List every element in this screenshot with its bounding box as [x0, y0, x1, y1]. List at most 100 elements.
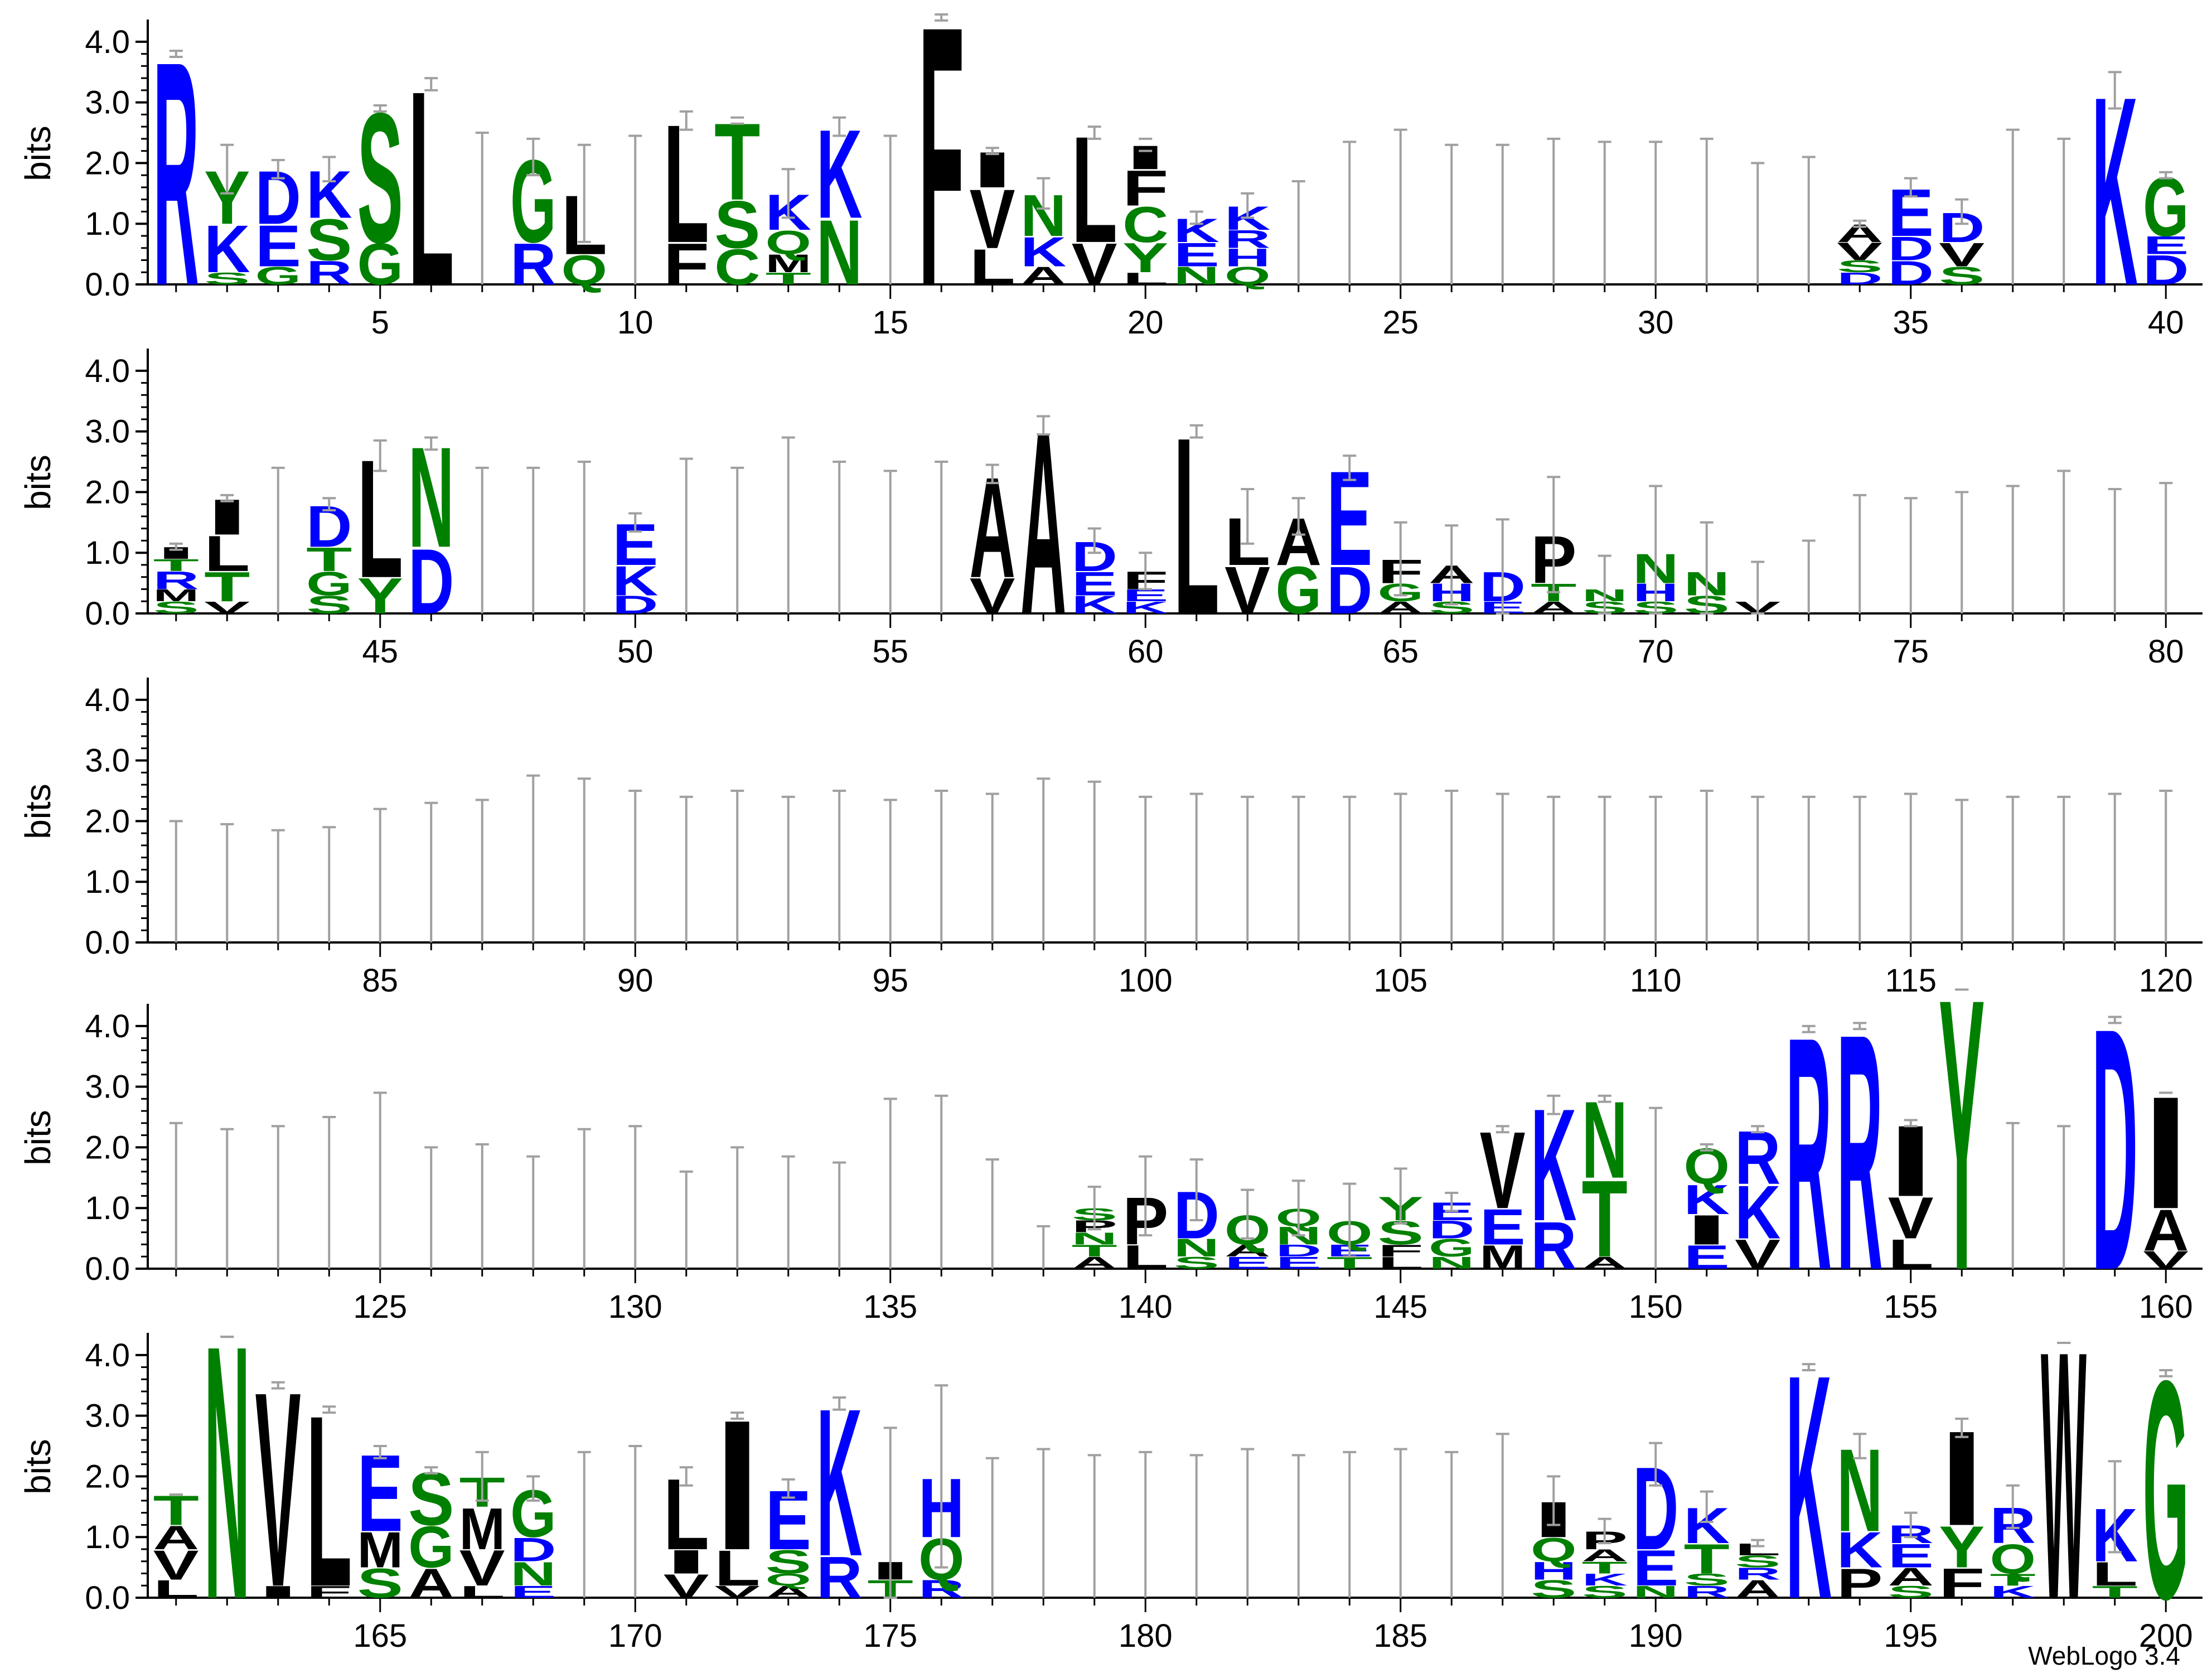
logo-letter-N: N [204, 1270, 250, 1673]
logo-column-22: QHRK [1224, 192, 1271, 290]
logo-letter-L: L [1378, 1254, 1424, 1273]
logo-column-112 [1751, 795, 1765, 942]
y-tick-label: 0.0 [85, 925, 130, 961]
logo-letter-S: S [306, 591, 352, 619]
logo-letter-G: G [408, 1515, 454, 1580]
logo-column-17: LVI [970, 142, 1015, 295]
x-tick-label: 130 [608, 1289, 662, 1325]
logo-column-175: TI [868, 1427, 913, 1603]
logo-column-110 [1649, 795, 1663, 942]
logo-letter-I: I [2143, 1063, 2189, 1242]
logo-column-178 [1037, 1448, 1051, 1598]
logo-column-28 [1547, 137, 1561, 284]
logo-letter-K: K [1072, 591, 1117, 619]
x-tick-label: 135 [863, 1289, 917, 1325]
logo-letter-L: L [459, 1583, 505, 1602]
logo-letter-L: L [2092, 1555, 2138, 1593]
x-tick-label: 65 [1382, 634, 1419, 670]
logo-letter-L: L [1122, 269, 1168, 288]
y-tick-label: 3.0 [85, 1069, 130, 1105]
logo-column-88 [526, 774, 540, 942]
logo-letter-F: F [664, 231, 709, 297]
logo-letter-G: G [306, 565, 352, 602]
y-tick-label: 1.0 [85, 535, 130, 571]
logo-column-43 [271, 466, 285, 613]
logo-column-100 [1139, 795, 1153, 942]
logo-letter-P: P [1837, 1559, 1882, 1607]
logo-column-135 [883, 1097, 897, 1269]
logo-column-67: ED [1480, 518, 1526, 617]
logo-column-124 [322, 1116, 336, 1269]
y-tick-label: 1.0 [85, 864, 130, 900]
logo-letter-R: R [816, 1545, 862, 1611]
x-tick-label: 10 [617, 304, 654, 341]
logo-column-91 [679, 795, 693, 942]
logo-column-23 [1291, 180, 1305, 284]
logo-column-97 [985, 792, 999, 942]
y-tick-label: 0.0 [85, 1580, 130, 1616]
logo-letter-N: N [1174, 262, 1219, 290]
logo-column-193: K [1786, 1308, 1832, 1666]
logo-letter-V: V [1837, 237, 1882, 265]
logo-letter-S: S [1735, 1553, 1780, 1572]
logo-letter-D: D [612, 591, 658, 619]
logo-letter-V: V [1224, 553, 1270, 628]
logo-letter-T: T [766, 269, 811, 288]
logo-letter-M: M [459, 1496, 505, 1562]
logo-column-85 [373, 808, 387, 942]
logo-column-129 [577, 1128, 591, 1269]
logo-letter-E: E [1480, 1198, 1526, 1255]
logo-column-127 [475, 1143, 489, 1269]
logo-column-198: W [2041, 1278, 2087, 1673]
x-tick-label: 165 [353, 1618, 407, 1654]
logo-column-118 [2057, 795, 2071, 942]
logo-column-81 [169, 820, 183, 942]
x-tick-label: 90 [617, 963, 654, 999]
logo-letter-V: V [714, 1583, 760, 1602]
logo-letter-A: A [1072, 1253, 1117, 1272]
logo-letter-E: E [1276, 1254, 1322, 1273]
logo-column-32 [1751, 162, 1765, 284]
logo-column-137 [985, 1158, 999, 1269]
logo-letter-R: R [918, 1575, 964, 1603]
logo-column-47 [475, 466, 489, 613]
logo-letter-I: I [664, 1543, 709, 1581]
logo-column-73 [1802, 539, 1816, 613]
logo-column-149: ATN [1582, 1080, 1628, 1280]
logo-column-70: SHN [1633, 485, 1678, 617]
logo-letter-A: A [1888, 1563, 1934, 1591]
x-tick-label: 145 [1373, 1289, 1427, 1325]
logo-letter-E: E [1888, 1537, 1934, 1575]
logo-column-21: NEK [1174, 210, 1219, 290]
logo-column-101 [1189, 792, 1203, 942]
logo-letter-S: S [1174, 1254, 1219, 1273]
logo-column-108 [1547, 795, 1561, 942]
logo-letter-I: I [1684, 1206, 1730, 1254]
logo-column-76 [1955, 491, 1969, 613]
logo-letter-V: V [1939, 235, 1984, 273]
logo-column-40: DEG [2143, 159, 2189, 293]
logo-letter-F: F [1939, 1560, 1984, 1607]
logo-column-200: G [2143, 1317, 2189, 1665]
y-tick-label: 4.0 [85, 24, 130, 60]
logo-column-65: AGF [1378, 521, 1424, 617]
logo-column-53 [781, 436, 795, 613]
logo-column-132 [730, 1146, 744, 1269]
logo-letter-D: D [1888, 230, 1934, 268]
logo-letter-T: T [714, 100, 760, 223]
x-tick-label: 160 [2139, 1289, 2193, 1325]
logo-column-50: DKE [612, 512, 658, 619]
logo-letter-L: L [1122, 1239, 1168, 1276]
logo-column-143: EDNQ [1276, 1179, 1322, 1273]
logo-column-62: VL [1224, 487, 1270, 628]
logo-column-128 [526, 1155, 540, 1269]
x-tick-label: 195 [1884, 1618, 1938, 1654]
